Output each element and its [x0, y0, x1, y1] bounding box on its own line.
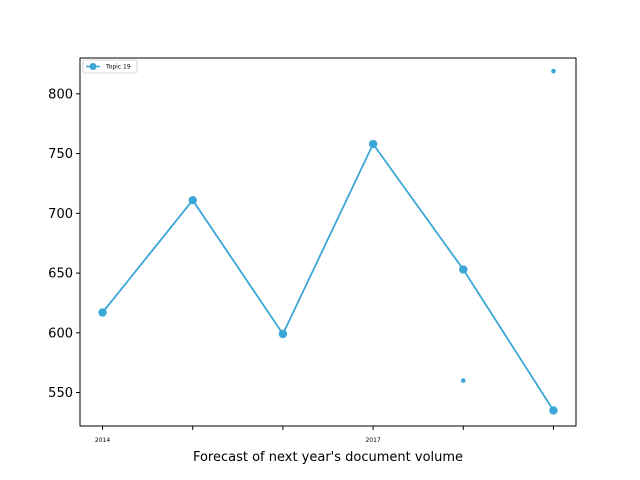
- data-point: [98, 308, 107, 317]
- data-point: [459, 265, 468, 274]
- legend-marker-topic-19: [89, 63, 97, 70]
- series-line-topic-19: [101, 142, 555, 411]
- y-axis: 550 600 650 700 750 800: [48, 87, 80, 401]
- y-tick-label: 700: [48, 207, 73, 222]
- legend-label-topic-19: Topic 19: [105, 64, 131, 71]
- interval-point: [460, 378, 466, 383]
- y-tick-label: 800: [48, 87, 73, 102]
- legend: Topic 19: [82, 59, 138, 74]
- y-tick-label: 750: [48, 147, 73, 162]
- x-tick-label: 2017: [365, 437, 380, 444]
- data-point: [368, 139, 378, 149]
- x-axis: 2014 2017: [95, 426, 554, 444]
- data-point: [278, 329, 288, 339]
- x-tick-label: 2014: [95, 437, 110, 444]
- y-tick-label: 650: [48, 267, 73, 282]
- data-point: [549, 406, 558, 415]
- interval-point: [551, 68, 556, 74]
- plot-frame: [79, 57, 577, 427]
- series-layer: [98, 68, 558, 415]
- y-tick-label: 600: [48, 326, 73, 341]
- x-axis-label: Forecast of next year's document volume: [193, 450, 463, 465]
- legend-box: [82, 59, 138, 74]
- y-tick-label: 550: [48, 386, 73, 401]
- data-point: [188, 195, 197, 205]
